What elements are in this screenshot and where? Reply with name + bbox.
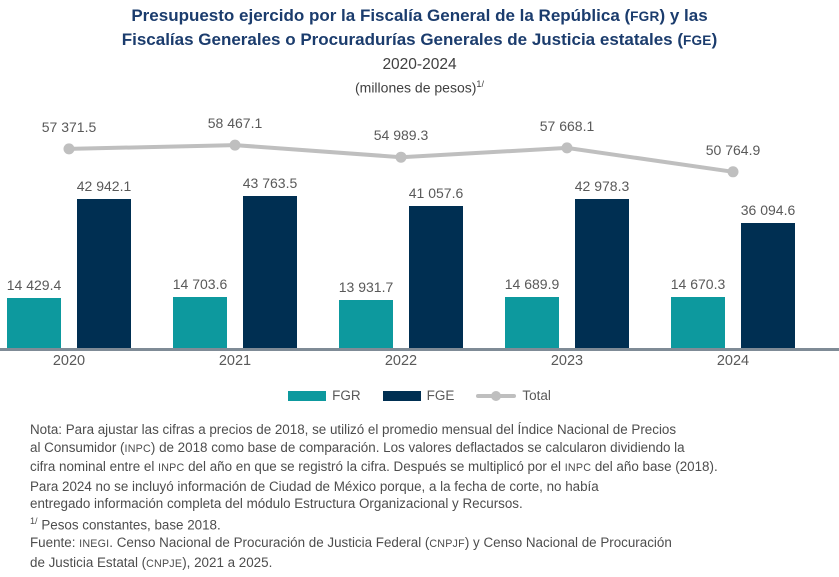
bar-fgr-2020 — [7, 297, 61, 348]
legend-swatch-fgr — [288, 390, 327, 401]
value-label-total-2024: 50 764.9 — [705, 141, 761, 158]
value-label-total-2023: 57 668.1 — [539, 117, 595, 134]
legend-line-marker-icon — [476, 390, 517, 401]
total-marker-2023 — [561, 142, 573, 154]
x-axis-line — [0, 348, 839, 351]
note-line-8: de Justicia Estatal (CNPJE), 2021 a 2025… — [30, 554, 273, 570]
bar-fge-2024 — [741, 222, 795, 348]
chart-subtitle: 2020-2024 — [382, 56, 457, 73]
chart-title-line: Fiscalías Generales o Procuradurías Gene… — [121, 30, 718, 49]
total-marker-2021 — [229, 139, 241, 151]
chart-title-line: Presupuesto ejercido por la Fiscalía Gen… — [131, 6, 708, 25]
legend-label-fgr: FGR — [332, 388, 361, 403]
unit-text: (millones de pesos) — [355, 79, 477, 96]
chart-header: Presupuesto ejercido por la Fiscalía Gen… — [0, 4, 839, 98]
value-label-fgr-2020: 14 429.4 — [6, 276, 62, 293]
legend-swatch-fge — [382, 390, 421, 401]
value-label-fgr-2022: 13 931.7 — [338, 278, 394, 295]
bar-fge-2021 — [243, 196, 297, 348]
legend-label-total: Total — [522, 388, 551, 403]
total-line-layer — [63, 139, 739, 178]
bar-fge-2022 — [409, 205, 463, 348]
note-line-6: 1/ Pesos constantes, base 2018. — [30, 515, 221, 533]
note-line-7: Fuente: INEGI. Censo Nacional de Procura… — [30, 535, 672, 551]
legend-line-dot — [491, 390, 502, 401]
value-label-fge-2021: 43 763.5 — [242, 175, 298, 192]
note-line-2: al Consumidor (INPC) de 2018 como base d… — [30, 439, 685, 455]
value-label-fgr-2021: 14 703.6 — [172, 276, 228, 292]
legend-item-fge: FGE — [382, 388, 455, 403]
x-label-2020: 2020 — [52, 353, 86, 369]
notes-block: Nota: Para ajustar las cifras a precios … — [30, 421, 830, 573]
x-label-2022: 2022 — [384, 353, 418, 369]
bar-fgr-2023 — [505, 297, 559, 348]
value-label-fge-2020: 42 942.1 — [76, 178, 132, 194]
footnote-marker: 1/ — [30, 515, 38, 526]
value-label-fge-2022: 41 057.6 — [408, 184, 464, 201]
total-marker-2024 — [727, 166, 739, 178]
bar-fgr-2022 — [339, 299, 393, 348]
value-label-total-2020: 57 371.5 — [41, 118, 97, 135]
x-axis-labels: 2020 2021 2022 2023 2024 — [0, 353, 839, 373]
plot-area: 14 429.4 42 942.1 14 703.6 43 763.5 13 931.7… — [0, 100, 839, 348]
note-line-5: entregado información completa del módul… — [30, 496, 523, 512]
bar-fgr-2021 — [173, 297, 227, 348]
legend-label-fge: FGE — [426, 388, 455, 403]
legend-item-total: Total — [476, 388, 551, 403]
bar-fge-2020 — [77, 199, 131, 348]
value-label-fgr-2023: 14 689.9 — [504, 276, 560, 292]
total-marker-2022 — [395, 151, 407, 163]
value-label-fgr-2024: 14 670.3 — [670, 276, 726, 293]
note-line-1: Nota: Para ajustar las cifras a precios … — [30, 422, 677, 437]
total-marker-2020 — [63, 143, 75, 155]
value-label-fge-2024: 36 094.6 — [740, 201, 796, 218]
value-label-total-2022: 54 989.3 — [373, 127, 429, 144]
x-label-2021: 2021 — [218, 353, 252, 369]
x-label-2023: 2023 — [550, 353, 584, 369]
value-label-fge-2023: 42 978.3 — [574, 177, 630, 194]
bar-fge-2023 — [575, 198, 629, 348]
legend-item-fgr: FGR — [288, 388, 361, 403]
x-label-2024: 2024 — [716, 353, 750, 369]
value-label-total-2021: 58 467.1 — [207, 115, 263, 132]
unit-superscript: 1/ — [476, 79, 484, 89]
note-line-4: Para 2024 no se incluyó información de C… — [30, 478, 599, 494]
legend: FGR FGE Total — [0, 388, 839, 403]
bar-fgr-2024 — [671, 297, 725, 348]
chart-title: Presupuesto ejercido por la Fiscalía Gen… — [0, 4, 839, 52]
chart-unit-label: (millones de pesos)1/ — [0, 75, 839, 98]
note-line-3: cifra nominal entre el INPC del año en q… — [30, 459, 718, 475]
